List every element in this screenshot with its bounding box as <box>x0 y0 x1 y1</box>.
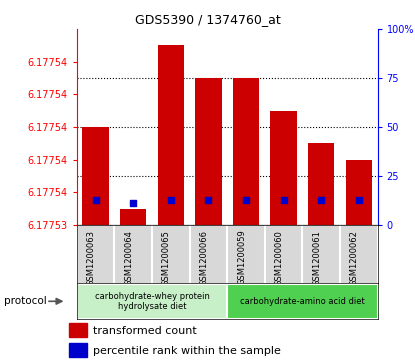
Text: carbohydrate-amino acid diet: carbohydrate-amino acid diet <box>240 297 365 306</box>
Text: protocol: protocol <box>4 296 47 306</box>
Text: GSM1200063: GSM1200063 <box>87 230 95 286</box>
Text: GSM1200061: GSM1200061 <box>312 230 321 286</box>
Bar <box>227 284 378 319</box>
Bar <box>233 78 259 225</box>
Text: GSM1200062: GSM1200062 <box>350 230 359 286</box>
Text: transformed count: transformed count <box>93 326 197 336</box>
Bar <box>69 323 87 338</box>
Bar <box>83 127 109 225</box>
Text: GSM1200059: GSM1200059 <box>237 230 246 285</box>
Text: GSM1200065: GSM1200065 <box>162 230 171 286</box>
Bar <box>271 111 297 225</box>
Point <box>92 197 99 203</box>
Bar <box>77 284 227 319</box>
Bar <box>69 343 87 357</box>
Text: GSM1200066: GSM1200066 <box>200 230 208 286</box>
Text: GSM1200060: GSM1200060 <box>275 230 283 286</box>
Bar <box>120 209 146 225</box>
Point <box>356 197 362 203</box>
Bar <box>308 143 334 225</box>
Text: carbohydrate-whey protein
hydrolysate diet: carbohydrate-whey protein hydrolysate di… <box>95 291 210 311</box>
Bar <box>346 160 372 225</box>
Point <box>243 197 249 203</box>
Point <box>280 197 287 203</box>
Text: GDS5390 / 1374760_at: GDS5390 / 1374760_at <box>134 13 281 26</box>
Text: GSM1200064: GSM1200064 <box>124 230 133 286</box>
Point <box>130 201 137 207</box>
Text: percentile rank within the sample: percentile rank within the sample <box>93 346 281 356</box>
Point <box>205 197 212 203</box>
Bar <box>158 45 184 225</box>
Point <box>168 197 174 203</box>
Bar <box>195 78 222 225</box>
Point <box>318 197 325 203</box>
